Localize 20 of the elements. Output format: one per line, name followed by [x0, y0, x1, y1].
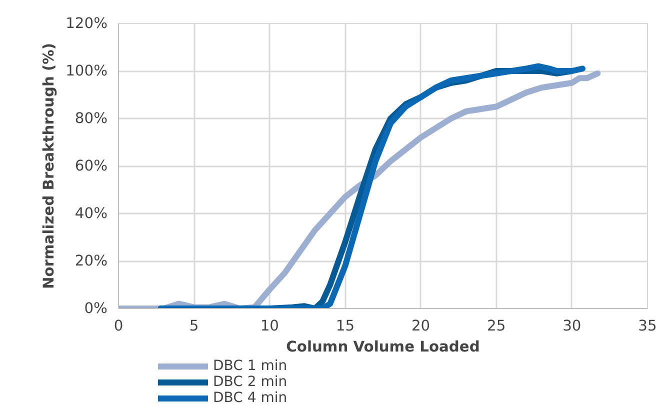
legend-label: DBC 1 min — [213, 358, 288, 374]
y-tick-label: 120% — [66, 15, 108, 32]
x-tick-label: 25 — [487, 318, 506, 334]
legend-label: DBC 4 min — [213, 390, 288, 406]
x-tick-label: 15 — [336, 318, 355, 334]
y-tick-label: 80% — [74, 110, 108, 127]
x-tick-label: 10 — [260, 318, 279, 334]
y-tick-label: 40% — [74, 205, 108, 222]
y-tick-label: 20% — [74, 252, 108, 270]
x-tick-label: 20 — [411, 318, 430, 334]
x-tick-label: 0 — [114, 318, 124, 334]
y-tick-label: 60% — [74, 158, 108, 174]
x-tick-label: 35 — [638, 318, 657, 334]
x-axis-title: Column Volume Loaded — [286, 338, 480, 356]
legend-label: DBC 2 min — [213, 374, 288, 390]
x-tick-label: 5 — [189, 318, 199, 334]
y-axis-title: Normalized Breakthrough (%) — [40, 42, 58, 290]
y-tick-label: 100% — [66, 62, 108, 80]
y-tick-label: 0% — [84, 300, 108, 317]
x-tick-label: 30 — [562, 318, 582, 334]
